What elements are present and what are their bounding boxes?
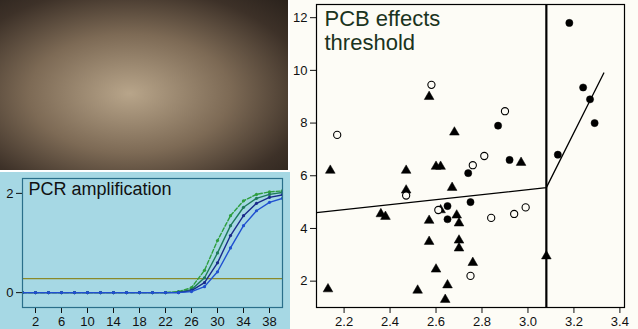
svg-text:34: 34 [236, 314, 250, 329]
svg-text:22: 22 [158, 314, 172, 329]
svg-text:3.2: 3.2 [565, 314, 583, 329]
svg-text:2: 2 [6, 186, 13, 201]
svg-text:2: 2 [32, 314, 39, 329]
svg-text:2.6: 2.6 [427, 314, 445, 329]
svg-text:10: 10 [80, 314, 94, 329]
svg-text:6: 6 [300, 168, 307, 183]
svg-text:30: 30 [210, 314, 224, 329]
svg-text:18: 18 [132, 314, 146, 329]
svg-text:6: 6 [58, 314, 65, 329]
svg-text:3.4: 3.4 [611, 314, 629, 329]
svg-text:3.0: 3.0 [519, 314, 537, 329]
svg-text:0: 0 [6, 285, 13, 300]
svg-text:PCB effectsthreshold: PCB effectsthreshold [325, 6, 441, 55]
svg-text:2: 2 [300, 273, 307, 288]
svg-text:4: 4 [300, 221, 307, 236]
svg-text:2.2: 2.2 [335, 314, 353, 329]
svg-text:38: 38 [262, 314, 276, 329]
svg-text:2.4: 2.4 [381, 314, 399, 329]
svg-text:10: 10 [293, 63, 307, 78]
svg-text:14: 14 [106, 314, 120, 329]
svg-text:8: 8 [300, 115, 307, 130]
svg-text:2.8: 2.8 [473, 314, 491, 329]
svg-text:PCR amplification: PCR amplification [29, 179, 172, 199]
svg-text:26: 26 [184, 314, 198, 329]
svg-text:12: 12 [293, 10, 307, 25]
